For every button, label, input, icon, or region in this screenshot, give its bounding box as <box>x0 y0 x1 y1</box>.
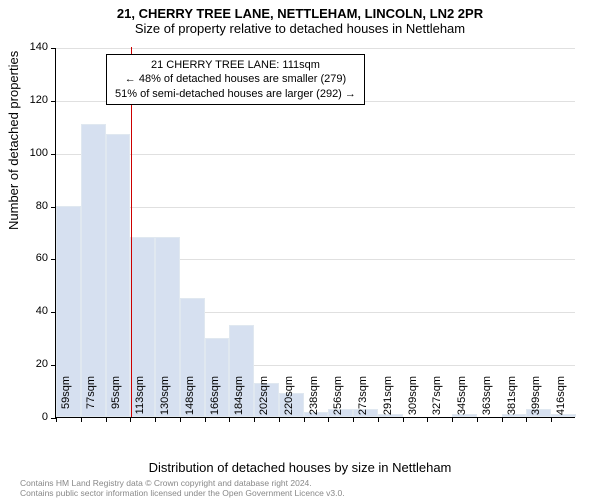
grid-line <box>56 48 575 49</box>
x-tick-label: 327sqm <box>431 376 443 426</box>
title-line2: Size of property relative to detached ho… <box>0 21 600 36</box>
x-tick-label: 416sqm <box>555 376 567 426</box>
x-tick <box>279 417 280 422</box>
x-tick <box>180 417 181 422</box>
x-tick-label: 220sqm <box>283 376 295 426</box>
x-tick-label: 273sqm <box>357 376 369 426</box>
y-tick-label: 60 <box>36 252 48 264</box>
y-tick-label: 20 <box>36 358 48 370</box>
x-tick-label: 381sqm <box>506 376 518 426</box>
y-tick-label: 0 <box>42 411 48 423</box>
x-tick <box>452 417 453 422</box>
x-tick <box>56 417 57 422</box>
x-tick <box>205 417 206 422</box>
x-tick-label: 184sqm <box>233 376 245 426</box>
x-tick-label: 399sqm <box>530 376 542 426</box>
x-tick-label: 256sqm <box>332 376 344 426</box>
x-tick-label: 59sqm <box>60 376 72 426</box>
y-tick-mark <box>51 101 56 102</box>
x-tick <box>130 417 131 422</box>
x-tick <box>526 417 527 422</box>
info-line3: 51% of semi-detached houses are larger (… <box>115 87 356 101</box>
x-tick <box>328 417 329 422</box>
title-block: 21, CHERRY TREE LANE, NETTLEHAM, LINCOLN… <box>0 0 600 36</box>
y-tick-label: 120 <box>30 94 48 106</box>
x-tick-label: 113sqm <box>134 376 146 426</box>
y-tick-mark <box>51 154 56 155</box>
x-tick-label: 345sqm <box>456 376 468 426</box>
info-line2: ← 48% of detached houses are smaller (27… <box>115 72 356 86</box>
y-tick-label: 100 <box>30 147 48 159</box>
x-tick-label: 148sqm <box>184 376 196 426</box>
x-tick <box>378 417 379 422</box>
info-box: 21 CHERRY TREE LANE: 111sqm← 48% of deta… <box>106 54 365 105</box>
x-tick-label: 77sqm <box>85 376 97 426</box>
x-tick <box>229 417 230 422</box>
x-tick <box>551 417 552 422</box>
x-tick-label: 309sqm <box>407 376 419 426</box>
chart-container: 21, CHERRY TREE LANE, NETTLEHAM, LINCOLN… <box>0 0 600 500</box>
x-tick <box>106 417 107 422</box>
x-tick <box>254 417 255 422</box>
x-tick-label: 238sqm <box>308 376 320 426</box>
x-tick <box>155 417 156 422</box>
x-tick <box>353 417 354 422</box>
footer-line2: Contains public sector information licen… <box>20 489 345 498</box>
x-tick-label: 166sqm <box>209 376 221 426</box>
x-tick-label: 130sqm <box>159 376 171 426</box>
x-tick <box>502 417 503 422</box>
bar <box>81 124 106 417</box>
x-tick-label: 202sqm <box>258 376 270 426</box>
y-tick-label: 80 <box>36 200 48 212</box>
title-line1: 21, CHERRY TREE LANE, NETTLEHAM, LINCOLN… <box>0 6 600 21</box>
x-tick <box>427 417 428 422</box>
footer: Contains HM Land Registry data © Crown c… <box>20 479 345 498</box>
grid-line <box>56 207 575 208</box>
plot-area: 02040608010012014059sqm77sqm95sqm113sqm1… <box>55 48 575 418</box>
x-tick <box>81 417 82 422</box>
bar <box>106 134 131 417</box>
x-tick-label: 363sqm <box>481 376 493 426</box>
y-tick-label: 40 <box>36 305 48 317</box>
x-tick <box>403 417 404 422</box>
x-tick <box>477 417 478 422</box>
y-axis-label: Number of detached properties <box>6 51 21 230</box>
y-tick-mark <box>51 48 56 49</box>
y-tick-label: 140 <box>30 41 48 53</box>
x-tick-label: 95sqm <box>110 376 122 426</box>
x-tick-label: 291sqm <box>382 376 394 426</box>
grid-line <box>56 154 575 155</box>
info-line1: 21 CHERRY TREE LANE: 111sqm <box>115 58 356 72</box>
x-axis-label: Distribution of detached houses by size … <box>0 460 600 475</box>
x-tick <box>304 417 305 422</box>
plot-wrap: 02040608010012014059sqm77sqm95sqm113sqm1… <box>55 48 575 418</box>
